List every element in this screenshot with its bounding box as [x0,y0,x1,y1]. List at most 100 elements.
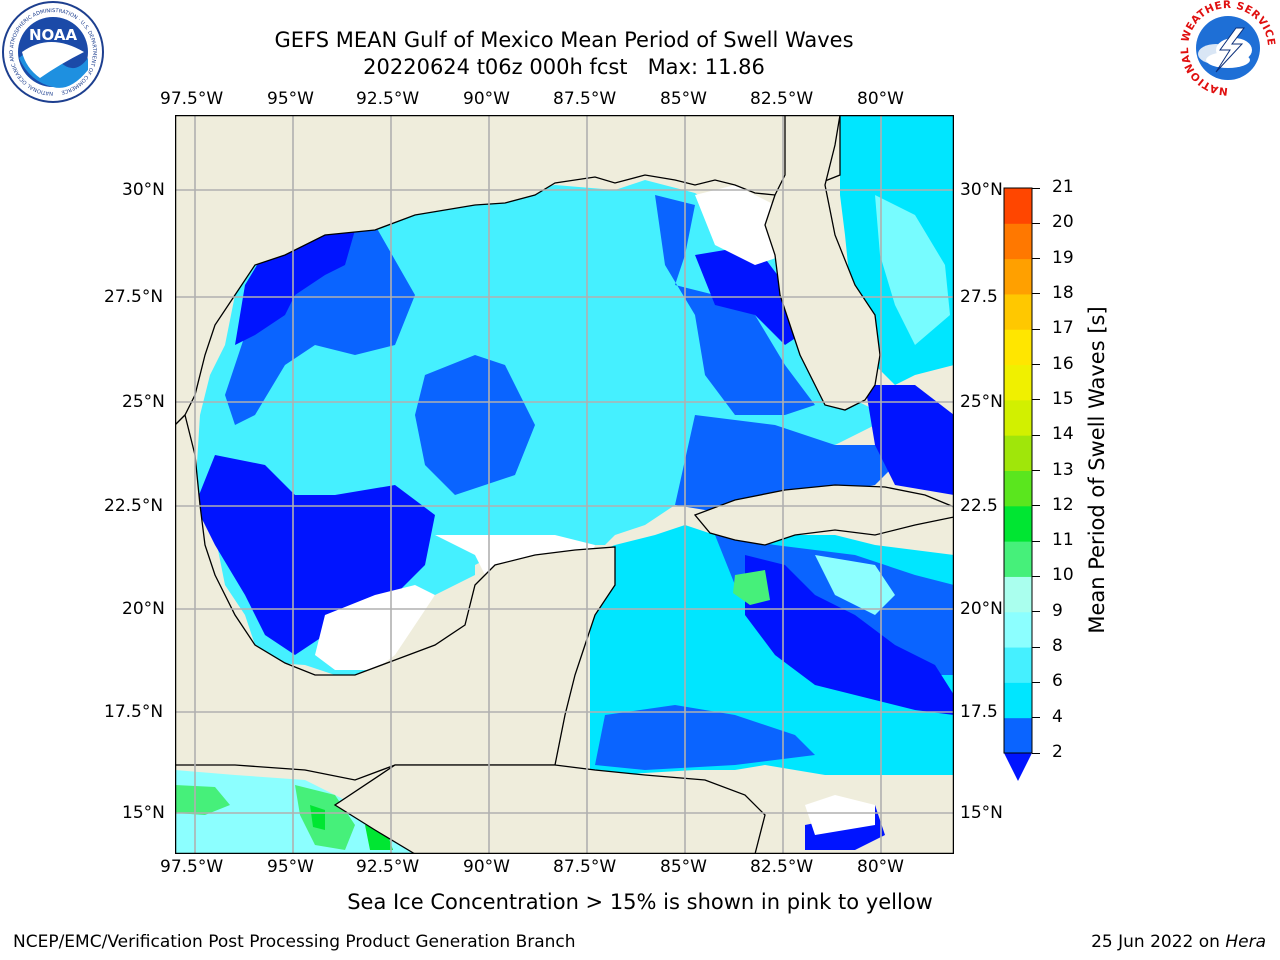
colorbar-block [1004,682,1032,719]
lon-label-bottom: 80°W [857,857,904,877]
colorbar-tick-label: 20 [1052,212,1074,233]
lat-label-left: 20°N [122,599,165,619]
colorbar [1003,187,1033,781]
gulf-band-2-4s [595,705,815,770]
date-stamp: 25 Jun 2022 on Hera [1091,932,1266,952]
lat-label-left: 22.5°N [104,496,164,516]
colorbar-tick-label: 9 [1052,600,1063,621]
date-text: 25 Jun 2022 on [1091,932,1226,952]
colorbar-tick-label: 16 [1052,353,1074,374]
credit-text: NCEP/EMC/Verification Post Processing Pr… [13,932,576,952]
colorbar-tick-label: 15 [1052,388,1074,409]
colorbar-under-arrow [1004,753,1032,781]
colorbar-tick-label: 10 [1052,565,1074,586]
colorbar-tick-mark [1032,364,1040,366]
gulf-band-under-2s [695,245,815,345]
colorbar-tick-mark [1032,717,1040,719]
lat-label-right: 22.5 [960,496,998,516]
colorbar-block [1004,435,1032,471]
colorbar-tick-mark [1032,258,1040,260]
lat-label-right: 27.5 [960,287,998,307]
lon-label-bottom: 92.5°W [356,857,420,877]
colorbar-tick-label: 11 [1052,530,1074,551]
missing-data-region [805,795,875,835]
gulf-band-under-2s [865,385,954,495]
colorbar-block [1004,611,1032,648]
lat-label-left: 15°N [122,803,165,823]
colorbar-block [1004,505,1032,542]
lon-label-bottom: 95°W [267,857,314,877]
colorbar-tick-label: 4 [1052,706,1063,727]
colorbar-label: Mean Period of Swell Waves [s] [1085,306,1109,634]
noaa-logo: NOAA NATIONAL OCEANIC AND ATMOSPHERIC AD… [2,1,104,103]
colorbar-tick-mark [1032,646,1040,648]
colorbar-tick-mark [1032,222,1040,224]
map-title: GEFS MEAN Gulf of Mexico Mean Period of … [274,28,854,52]
gulf-of-mexico-map [175,115,954,854]
nws-logo: NATIONAL WEATHER SERVICE [1179,0,1277,97]
lon-label-bottom: 87.5°W [553,857,617,877]
gulf-band-under-2s [745,555,954,715]
lat-label-left: 25°N [122,392,165,412]
colorbar-tick-mark [1032,293,1040,295]
map-frame [175,115,954,854]
colorbar-block [1004,576,1032,613]
colorbar-tick-label: 17 [1052,318,1074,339]
map-subtitle: 20220624 t06z 000h fcst Max: 11.86 [363,55,765,79]
colorbar-tick-label: 14 [1052,424,1074,445]
colorbar-tick-label: 2 [1052,742,1063,762]
colorbar-block [1004,364,1032,401]
lon-label-top: 90°W [463,89,510,109]
colorbar-tick-mark [1032,575,1040,577]
noaa-logo-text: NOAA [29,26,78,44]
colorbar-tick-mark [1032,470,1040,471]
lat-label-right: 15°N [960,803,1003,823]
missing-data-region [315,585,435,670]
pacific-green-patch [175,785,230,815]
lon-label-bottom: 82.5°W [750,857,814,877]
colorbar-tick-label: 6 [1052,671,1063,692]
lat-label-left: 27.5°N [104,287,164,307]
lon-label-top: 82.5°W [750,89,814,109]
colorbar-tick-mark [1032,681,1040,683]
colorbar-block [1004,399,1032,436]
missing-data-region [695,185,785,265]
lon-label-bottom: 85°W [660,857,707,877]
colorbar-tick-label: 12 [1052,494,1074,515]
colorbar-block [1004,293,1032,330]
colorbar-block [1004,717,1032,754]
colorbar-tick-mark [1032,399,1040,401]
colorbar-block [1004,258,1032,295]
lon-label-top: 85°W [660,89,707,109]
colorbar-block [1004,647,1032,683]
caribbean-pale-band [815,555,895,615]
pacific-ocean [175,770,415,854]
lon-label-top: 97.5°W [160,89,224,109]
colorbar-tick-mark [1032,505,1040,507]
gulf-band-2-4s [675,415,915,515]
lon-label-bottom: 97.5°W [160,857,224,877]
land-florida [764,115,881,411]
colorbar-block [1004,329,1032,366]
colorbar-tick-label: 18 [1052,282,1074,303]
colorbar-tick-mark [1032,434,1040,436]
lat-label-right: 25°N [960,392,1003,412]
colorbar-block [1004,188,1032,224]
colorbar-tick-label: 8 [1052,636,1063,657]
colorbar-tick-mark [1032,328,1040,330]
machine-name: Hera [1225,932,1266,952]
colorbar-tick-mark [1032,187,1040,189]
colorbar-block [1004,541,1032,577]
lon-label-top: 92.5°W [356,89,420,109]
lat-label-right: 30°N [960,180,1003,200]
caribbean-green-patch [733,570,770,605]
colorbar-tick-label: 19 [1052,247,1074,268]
pacific-green-patch [310,805,325,830]
colorbar-block [1004,223,1032,260]
lat-label-left: 17.5°N [104,702,164,722]
lon-label-bottom: 90°W [463,857,510,877]
gulf-band-2-4s [415,355,535,495]
gulf-band-under-2s [235,215,355,345]
lon-label-top: 80°W [857,89,904,109]
lat-label-right: 17.5 [960,702,998,722]
